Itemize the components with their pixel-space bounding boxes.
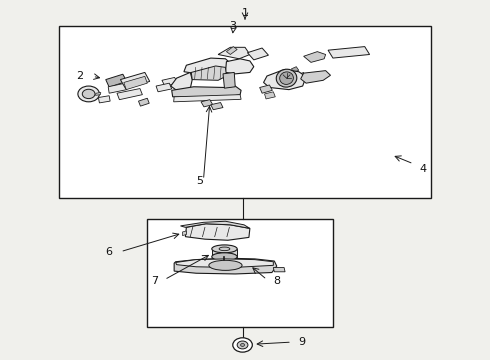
Polygon shape — [265, 92, 275, 99]
Polygon shape — [180, 221, 250, 228]
Polygon shape — [292, 67, 299, 72]
Polygon shape — [173, 95, 241, 102]
Polygon shape — [212, 249, 237, 257]
Polygon shape — [121, 72, 150, 89]
Bar — [147, 220, 333, 327]
Ellipse shape — [219, 247, 230, 251]
Polygon shape — [96, 93, 101, 95]
Ellipse shape — [212, 253, 237, 261]
Polygon shape — [225, 59, 254, 74]
Polygon shape — [226, 46, 237, 54]
Text: 8: 8 — [273, 276, 280, 286]
Polygon shape — [174, 258, 277, 274]
Polygon shape — [191, 66, 226, 80]
Circle shape — [237, 341, 248, 349]
Polygon shape — [156, 83, 172, 92]
Text: 9: 9 — [298, 337, 305, 347]
Text: 5: 5 — [196, 176, 203, 186]
Ellipse shape — [212, 245, 237, 253]
Text: 3: 3 — [229, 21, 236, 31]
Ellipse shape — [280, 72, 294, 85]
Polygon shape — [184, 58, 230, 78]
Circle shape — [78, 86, 99, 102]
Text: 6: 6 — [106, 247, 113, 257]
Polygon shape — [301, 71, 331, 83]
Polygon shape — [328, 46, 369, 58]
Polygon shape — [172, 86, 241, 98]
Polygon shape — [260, 85, 272, 93]
Polygon shape — [117, 89, 143, 100]
Polygon shape — [98, 96, 110, 103]
Polygon shape — [201, 100, 213, 107]
Polygon shape — [273, 267, 285, 272]
Polygon shape — [139, 98, 149, 106]
Circle shape — [233, 338, 252, 352]
Bar — [59, 26, 431, 198]
Polygon shape — [171, 72, 192, 90]
Polygon shape — [185, 224, 250, 240]
Circle shape — [82, 89, 95, 99]
Text: 4: 4 — [420, 163, 427, 174]
Text: 7: 7 — [151, 276, 158, 286]
Polygon shape — [211, 103, 223, 110]
Polygon shape — [218, 47, 250, 59]
Polygon shape — [124, 76, 147, 90]
Polygon shape — [300, 72, 305, 77]
Polygon shape — [223, 72, 235, 88]
Polygon shape — [264, 69, 306, 90]
Circle shape — [241, 343, 245, 346]
Polygon shape — [304, 51, 326, 62]
Polygon shape — [162, 77, 177, 86]
Text: 2: 2 — [76, 71, 83, 81]
Polygon shape — [247, 48, 269, 60]
Polygon shape — [175, 259, 273, 267]
Text: 1: 1 — [242, 8, 248, 18]
Polygon shape — [182, 231, 186, 235]
Polygon shape — [106, 74, 127, 87]
Ellipse shape — [209, 260, 242, 270]
Ellipse shape — [276, 69, 297, 87]
Polygon shape — [108, 83, 127, 93]
